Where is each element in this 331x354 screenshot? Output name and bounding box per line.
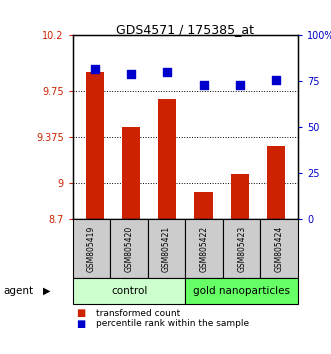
Text: control: control	[111, 286, 147, 296]
Text: GSM805423: GSM805423	[237, 225, 246, 272]
Point	[165, 69, 170, 75]
Text: GSM805421: GSM805421	[162, 225, 171, 272]
Text: GSM805424: GSM805424	[275, 225, 284, 272]
Bar	[267, 146, 285, 219]
Point	[273, 77, 279, 82]
Bar	[158, 99, 176, 219]
Text: gold nanoparticles: gold nanoparticles	[193, 286, 290, 296]
Bar	[85, 72, 104, 219]
Bar	[194, 193, 213, 219]
Text: GSM805420: GSM805420	[124, 225, 134, 272]
Text: ▶: ▶	[43, 286, 51, 296]
Point	[92, 66, 97, 72]
Text: GSM805419: GSM805419	[87, 225, 96, 272]
Point	[201, 82, 206, 88]
Text: agent: agent	[3, 286, 33, 296]
Point	[237, 82, 243, 88]
Point	[128, 71, 133, 77]
Bar	[122, 127, 140, 219]
Text: ■: ■	[76, 319, 85, 329]
Text: GSM805422: GSM805422	[200, 225, 209, 272]
Bar	[231, 174, 249, 219]
Text: ■: ■	[76, 308, 85, 318]
Text: GDS4571 / 175385_at: GDS4571 / 175385_at	[117, 23, 254, 36]
Text: transformed count: transformed count	[96, 309, 180, 318]
Text: percentile rank within the sample: percentile rank within the sample	[96, 319, 249, 329]
